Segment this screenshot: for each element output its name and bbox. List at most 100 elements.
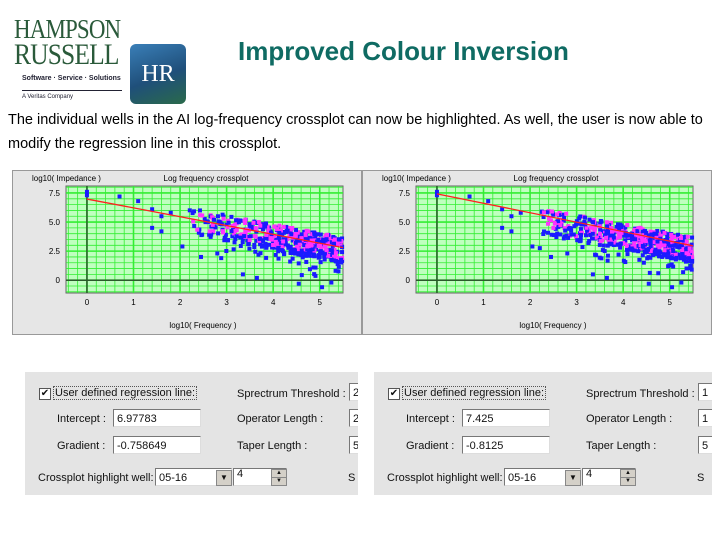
data-point: [292, 247, 297, 252]
highlight-point: [272, 224, 277, 229]
data-point: [288, 259, 293, 264]
data-point: [273, 252, 278, 257]
spin-down-icon[interactable]: ▼: [620, 477, 636, 486]
highlight-point: [272, 233, 277, 238]
data-point: [434, 189, 439, 194]
highlight-point: [266, 229, 271, 234]
data-point: [311, 265, 316, 270]
data-point: [247, 246, 252, 251]
highlight-point: [640, 238, 645, 243]
data-point: [216, 219, 221, 224]
company-logo: HAMPSON RUSSELL Software · Service · Sol…: [8, 14, 188, 106]
well-select-value: 05-16: [508, 472, 537, 484]
slide-title: Improved Colour Inversion: [238, 36, 569, 66]
data-point: [245, 238, 250, 243]
data-point: [337, 237, 342, 242]
highlight-point: [614, 236, 619, 241]
regression-line: [86, 198, 344, 249]
chevron-down-icon[interactable]: ▼: [565, 470, 581, 486]
highlight-point: [547, 215, 552, 220]
gradient-input[interactable]: -0.758649: [113, 436, 201, 454]
data-point: [307, 267, 312, 272]
data-point: [630, 238, 635, 243]
operator-length-input[interactable]: 1: [698, 409, 712, 427]
data-point: [687, 256, 692, 261]
crossplot-panel-left: 0 1 2 3 4 5 7.5 5.0 2.5 0 log10( Impedance ) Log fr…: [12, 170, 362, 335]
regression-checkbox[interactable]: ✔: [388, 388, 400, 400]
x-tick-label: 1: [481, 298, 486, 307]
data-point: [541, 214, 546, 219]
data-point: [331, 234, 336, 239]
intercept-input[interactable]: 6.97783: [113, 409, 201, 427]
data-point: [605, 258, 610, 263]
spin-down-icon[interactable]: ▼: [271, 477, 287, 486]
data-point: [226, 220, 231, 225]
data-point: [84, 189, 89, 194]
data-point: [667, 232, 672, 237]
regression-checkbox[interactable]: ✔: [39, 388, 51, 400]
data-point: [467, 194, 472, 199]
data-point: [556, 224, 561, 229]
data-point: [223, 232, 228, 237]
operator-length-input[interactable]: 2: [349, 409, 358, 427]
threshold-input[interactable]: 2: [349, 383, 358, 401]
highlight-point: [641, 232, 646, 237]
data-point: [289, 232, 294, 237]
highlight-point: [637, 231, 642, 236]
intercept-input[interactable]: 7.425: [462, 409, 550, 427]
data-point: [628, 247, 633, 252]
data-point: [646, 237, 651, 242]
data-point: [690, 258, 695, 263]
highlight-point: [604, 235, 609, 240]
data-point: [636, 243, 641, 248]
data-point: [240, 272, 245, 277]
data-point: [296, 252, 301, 257]
gradient-input[interactable]: -0.8125: [462, 436, 550, 454]
data-point: [230, 234, 235, 239]
data-point: [234, 234, 239, 239]
data-point: [582, 219, 587, 224]
data-point: [633, 237, 638, 242]
highlight-point: [684, 251, 689, 256]
highlight-point: [658, 234, 663, 239]
data-point: [681, 270, 686, 275]
taper-length-input[interactable]: 5: [698, 436, 712, 454]
chevron-down-icon[interactable]: ▼: [216, 470, 232, 486]
taper-length-input[interactable]: 5: [349, 436, 358, 454]
well-select[interactable]: 05-16: [504, 468, 581, 486]
data-point: [336, 269, 341, 274]
data-point: [674, 255, 679, 260]
data-point: [159, 214, 164, 219]
data-point: [598, 219, 603, 224]
data-point: [196, 230, 201, 235]
data-point: [263, 241, 268, 246]
data-point: [561, 218, 566, 223]
highlight-point: [335, 241, 340, 246]
highlight-point: [324, 248, 329, 253]
data-point: [304, 253, 309, 258]
intercept-label: Intercept :: [57, 413, 106, 425]
data-point: [545, 210, 550, 215]
data-point: [599, 256, 604, 261]
highlight-point: [638, 225, 643, 230]
highlight-point: [591, 226, 596, 231]
data-point: [208, 234, 213, 239]
highlight-point: [251, 220, 256, 225]
threshold-input[interactable]: 1: [698, 383, 712, 401]
highlight-point: [242, 219, 247, 224]
regression-checkbox-label[interactable]: User defined regression line:: [402, 386, 547, 400]
data-point: [584, 228, 589, 233]
data-point: [641, 244, 646, 249]
data-point: [621, 230, 626, 235]
data-point: [258, 242, 263, 247]
data-point: [252, 242, 257, 247]
data-point: [500, 225, 505, 230]
data-point: [296, 261, 301, 266]
regression-checkbox-label[interactable]: User defined regression line:: [53, 386, 198, 400]
data-point: [150, 225, 155, 230]
highlight-point: [246, 228, 251, 233]
data-point: [229, 214, 234, 219]
logo-text-hampson: HAMPSON: [14, 14, 121, 44]
data-point: [645, 247, 650, 252]
highlight-point: [275, 243, 280, 248]
